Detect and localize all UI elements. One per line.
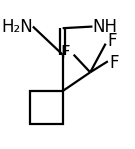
Text: NH: NH <box>92 18 117 36</box>
Text: F: F <box>109 55 119 72</box>
Text: F: F <box>60 44 70 62</box>
Text: H₂N: H₂N <box>1 18 33 36</box>
Text: F: F <box>108 32 117 50</box>
Bar <box>30 91 63 124</box>
